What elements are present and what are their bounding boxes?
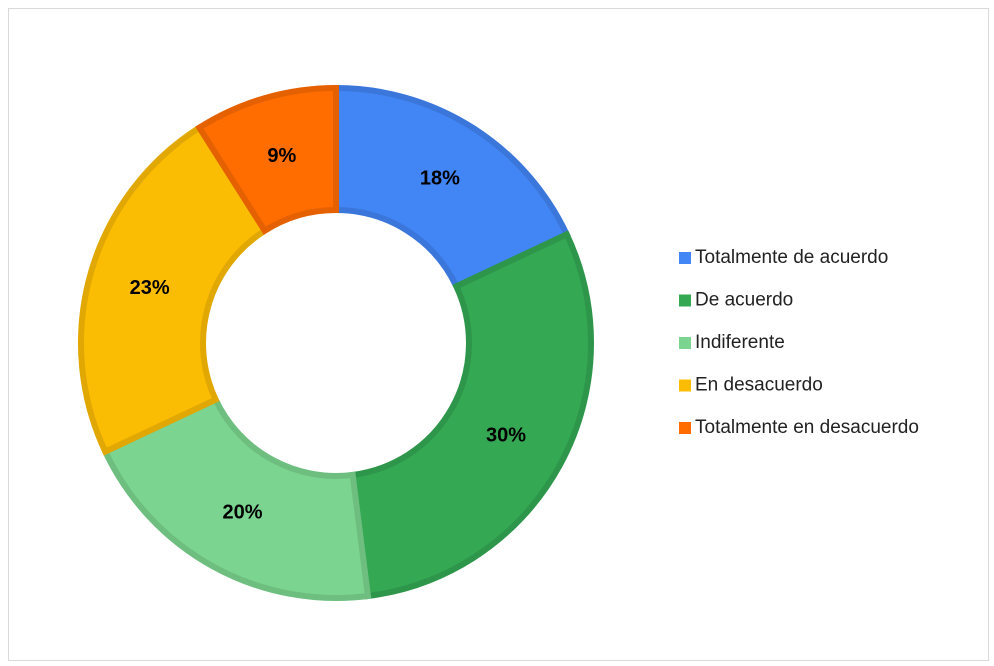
legend-swatch — [679, 379, 691, 392]
donut-segment — [78, 123, 269, 456]
segment-edge — [101, 395, 372, 601]
value-label: 20% — [223, 501, 263, 523]
segment-edge — [349, 230, 594, 600]
value-label: 18% — [420, 167, 460, 189]
value-label: 30% — [486, 425, 526, 447]
donut-segment — [101, 395, 372, 601]
legend-label: En desacuerdo — [695, 375, 823, 396]
legend-swatch — [679, 294, 691, 307]
legend-label: Totalmente en desacuerdo — [695, 417, 919, 438]
value-label: 9% — [267, 145, 296, 167]
segment-edge — [195, 84, 339, 235]
legend-label: Totalmente de acuerdo — [695, 247, 888, 268]
legend-label: De acuerdo — [695, 290, 793, 311]
legend-label: Indiferente — [695, 332, 785, 353]
value-label: 23% — [130, 277, 170, 299]
donut-segment — [333, 84, 571, 291]
donut-segment — [195, 84, 339, 235]
legend-swatch — [679, 422, 691, 434]
segment-edge — [333, 84, 571, 291]
legend-swatch — [679, 252, 691, 264]
segment-edge — [78, 123, 269, 456]
donut-segment — [349, 230, 594, 600]
legend-swatch — [679, 337, 691, 349]
